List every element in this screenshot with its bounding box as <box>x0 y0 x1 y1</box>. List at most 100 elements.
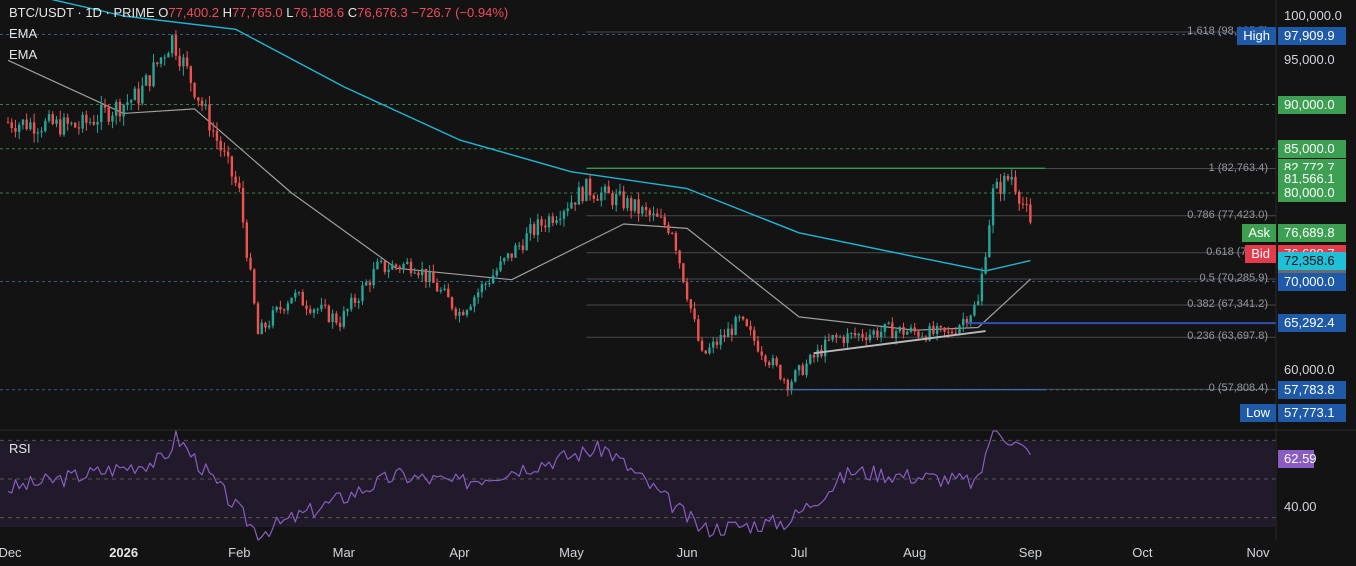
candle-body <box>812 354 816 358</box>
price-tag-green: 80,000.0 <box>1278 184 1346 202</box>
price-tick-label: 60,000.0 <box>1284 362 1335 377</box>
price-tag-green: 90,000.0 <box>1278 95 1346 114</box>
candle <box>383 260 387 275</box>
candle <box>361 281 364 306</box>
candle-body <box>238 183 241 189</box>
candle <box>517 241 521 250</box>
candle-body <box>55 119 58 124</box>
candle-body <box>898 326 901 332</box>
candle-body <box>551 216 554 223</box>
candle <box>872 328 875 338</box>
candle <box>976 294 980 306</box>
candle <box>801 362 804 376</box>
candle-body <box>77 127 81 129</box>
candle-body <box>226 151 230 157</box>
ohlc-open: O77,400.2 <box>158 5 220 20</box>
candle-body <box>267 325 271 328</box>
candle-body <box>689 299 693 309</box>
candle-body <box>10 122 13 129</box>
candle <box>107 104 110 126</box>
price-tag-cyan: 72,358.6 <box>1278 251 1346 270</box>
candle <box>118 98 122 122</box>
candle-body <box>170 35 174 54</box>
candle-body <box>122 104 125 117</box>
candle-body <box>894 331 898 339</box>
candle-body <box>682 263 685 283</box>
price-tick-label: 100,000.0 <box>1284 8 1342 23</box>
candle <box>850 332 853 340</box>
candle-body <box>156 62 159 64</box>
candle <box>182 54 185 76</box>
fib-level-label: 0.236 (63,697.8) <box>1187 330 1268 343</box>
ema-fast-line <box>7 59 1031 331</box>
candle <box>402 262 405 274</box>
candle-body <box>223 150 226 152</box>
candle-body <box>573 202 577 205</box>
candle <box>876 327 879 340</box>
indicator-ema-fast[interactable]: EMA <box>9 26 38 41</box>
candle <box>562 209 566 227</box>
candle <box>991 184 995 234</box>
candle <box>607 180 610 194</box>
candle <box>144 73 148 86</box>
chart-header: BTC/USDT · 1D · PRIME O77,400.2 H77,765.… <box>9 5 508 20</box>
candle <box>551 212 554 227</box>
candle <box>712 336 715 354</box>
candle <box>838 334 842 339</box>
candle <box>887 321 890 325</box>
candle <box>387 262 390 279</box>
candle <box>962 312 965 333</box>
candle-body <box>85 114 88 123</box>
candle <box>465 308 469 318</box>
candle-body <box>723 335 726 338</box>
indicator-rsi-label[interactable]: RSI <box>9 441 31 456</box>
candle <box>256 301 260 335</box>
candle <box>14 119 17 138</box>
candle <box>540 216 543 233</box>
candle <box>588 173 592 201</box>
candle <box>342 306 346 329</box>
candle <box>424 268 428 289</box>
candle <box>6 116 10 124</box>
candle <box>70 121 73 126</box>
candle-body <box>480 284 484 293</box>
candle-body <box>753 330 756 341</box>
candle <box>174 30 178 61</box>
candle <box>96 114 99 133</box>
candle-body <box>607 186 610 194</box>
indicator-ema-slow[interactable]: EMA <box>9 47 38 62</box>
candle-body <box>794 370 797 382</box>
candle <box>249 252 252 271</box>
candle-body <box>357 301 360 303</box>
candle <box>357 298 360 309</box>
candle <box>674 231 678 255</box>
candle-body <box>387 269 390 272</box>
candle <box>812 352 816 363</box>
candle <box>995 178 999 189</box>
candle <box>1003 172 1006 201</box>
candle-body <box>256 303 260 335</box>
candle <box>730 324 734 342</box>
candle <box>809 353 812 365</box>
candle <box>708 343 711 355</box>
candle <box>678 249 681 269</box>
candle-body <box>779 365 782 380</box>
candle-body <box>715 341 719 345</box>
candle <box>626 195 629 212</box>
candle <box>1017 189 1021 212</box>
candle <box>17 122 21 140</box>
candle <box>137 81 140 111</box>
candle <box>700 337 704 353</box>
candle-body <box>588 178 592 196</box>
candle-body <box>435 282 439 292</box>
candle-body <box>540 219 543 226</box>
candle-body <box>40 131 43 133</box>
candle <box>480 281 484 298</box>
candle-body <box>92 121 96 125</box>
candle <box>659 208 663 218</box>
candle-body <box>21 119 25 125</box>
candle-body <box>865 337 868 341</box>
candle-body <box>447 288 450 298</box>
candle-body <box>954 333 957 335</box>
